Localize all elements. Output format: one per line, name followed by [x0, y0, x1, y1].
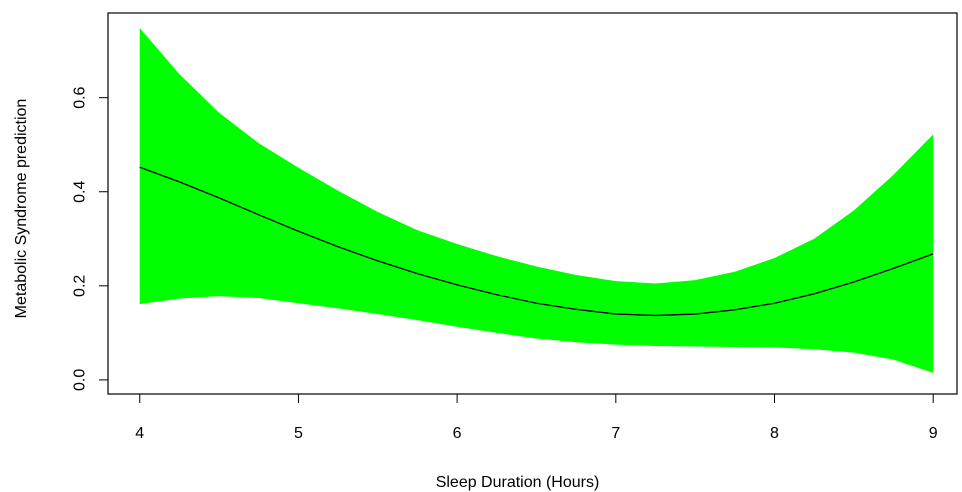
confidence-band-layer — [139, 28, 934, 373]
x-axis: 4 5 6 7 8 9 — [135, 393, 938, 442]
x-axis-title: Sleep Duration (Hours) — [436, 474, 600, 491]
x-tick-label: 8 — [770, 425, 779, 442]
x-tick-label: 6 — [453, 425, 462, 442]
prediction-line-layer — [139, 166, 934, 317]
y-tick-label: 0.4 — [72, 181, 89, 203]
y-tick-label: 0.6 — [72, 86, 89, 108]
y-tick-label: 0.2 — [72, 275, 89, 297]
confidence-band — [139, 28, 934, 373]
prediction-line — [139, 166, 934, 317]
x-tick-label: 9 — [929, 425, 938, 442]
y-axis: 0.0 0.2 0.4 0.6 — [72, 86, 109, 391]
y-axis-title: Metabolic Syndrome prediction — [13, 99, 30, 319]
x-tick-label: 5 — [294, 425, 303, 442]
x-tick-label: 4 — [135, 425, 144, 442]
y-tick-label: 0.0 — [72, 369, 89, 391]
x-tick-label: 7 — [611, 425, 620, 442]
